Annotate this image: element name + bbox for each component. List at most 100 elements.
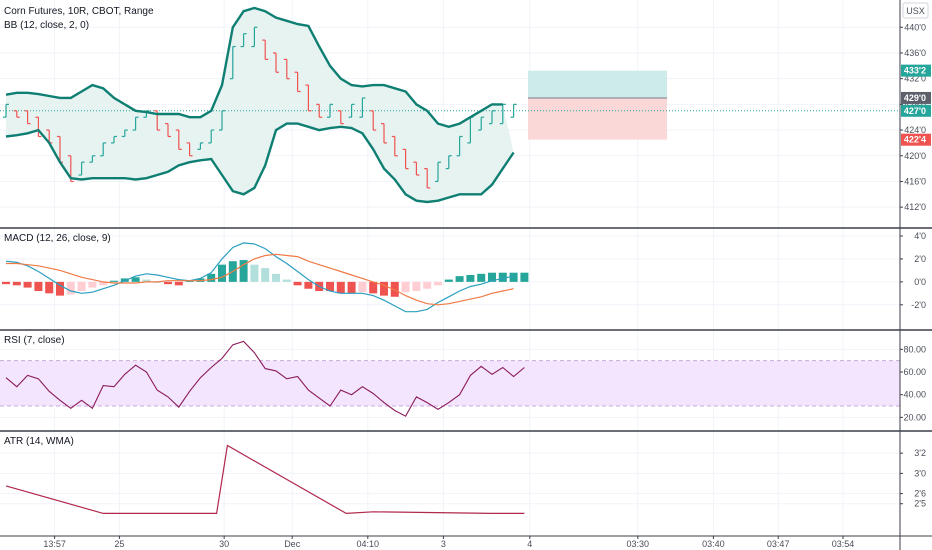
time-axis-label: 30 bbox=[219, 539, 229, 549]
price-tag: 422'4 bbox=[901, 133, 931, 146]
range-bar bbox=[402, 148, 409, 170]
range-bar bbox=[262, 39, 269, 60]
price-axis-label: 3'0 bbox=[914, 468, 926, 478]
range-bar bbox=[456, 135, 463, 157]
macd-histogram-bar bbox=[88, 281, 97, 288]
macd-histogram-bar bbox=[444, 279, 453, 282]
atr-pane[interactable] bbox=[5, 444, 525, 515]
time-axis-label: 03:40 bbox=[702, 539, 725, 549]
price-tag-label: 429'0 bbox=[904, 93, 926, 103]
macd-histogram-bar bbox=[520, 272, 529, 282]
time-axis-label: 3 bbox=[441, 539, 446, 549]
range-bar bbox=[510, 103, 517, 118]
price-axis[interactable]: 412'0 416'0 420'0 424'0 428'0 432'0 436'0 440'0… bbox=[900, 22, 926, 509]
price-tag: 427'0 bbox=[901, 104, 931, 117]
atr-legend[interactable]: ATR (14, WMA) bbox=[4, 436, 74, 447]
rsi-pane[interactable] bbox=[0, 340, 900, 417]
macd-histogram-bar bbox=[358, 281, 367, 293]
range-bar bbox=[121, 129, 128, 138]
price-tag-label: 433'2 bbox=[904, 66, 926, 76]
position-target-zone[interactable] bbox=[528, 70, 667, 98]
price-axis-label: 424'0 bbox=[904, 125, 926, 135]
range-bar bbox=[413, 161, 420, 176]
price-axis-label: 2'0 bbox=[914, 254, 926, 264]
macd-histogram-bar bbox=[110, 280, 118, 282]
symbol-title[interactable]: Corn Futures, 10R, CBOT, Range bbox=[4, 6, 154, 17]
range-bar bbox=[391, 135, 398, 157]
price-axis-label: 416'0 bbox=[904, 176, 926, 186]
macd-histogram-bar bbox=[455, 276, 464, 282]
macd-pane[interactable] bbox=[2, 242, 529, 313]
price-axis-label: 432'0 bbox=[904, 74, 926, 84]
price-tag-label: 422'4 bbox=[904, 135, 926, 145]
range-bar bbox=[478, 116, 485, 131]
range-bar bbox=[175, 129, 182, 150]
price-axis-label: 412'0 bbox=[904, 202, 926, 212]
time-axis-label: Dec bbox=[284, 539, 301, 549]
rsi-line bbox=[5, 340, 525, 417]
range-bar bbox=[208, 129, 215, 144]
range-bar bbox=[35, 116, 42, 138]
range-bar bbox=[337, 110, 344, 125]
macd-histogram-bar bbox=[477, 273, 486, 282]
range-bar bbox=[229, 45, 236, 80]
macd-histogram-bar bbox=[336, 281, 345, 294]
price-axis-label: 60.00 bbox=[903, 367, 926, 377]
range-bar bbox=[359, 97, 366, 118]
macd-histogram-bar bbox=[293, 281, 302, 286]
price-axis-label: 40.00 bbox=[903, 390, 926, 400]
macd-histogram-bar bbox=[412, 281, 421, 292]
macd-histogram-bar bbox=[498, 272, 507, 282]
price-axis-label: 428'0 bbox=[904, 99, 926, 109]
macd-histogram-bar bbox=[304, 281, 313, 289]
range-bar bbox=[273, 52, 279, 73]
macd-histogram-bar bbox=[509, 272, 518, 282]
rsi-legend[interactable]: RSI (7, close) bbox=[4, 335, 65, 346]
range-bar bbox=[424, 168, 431, 189]
range-bar bbox=[219, 110, 225, 131]
range-bar bbox=[186, 142, 193, 157]
macd-histogram-bar bbox=[423, 281, 432, 289]
macd-histogram-bar bbox=[401, 281, 410, 293]
price-axis-label: 440'0 bbox=[904, 22, 926, 32]
price-axis-label: 80.00 bbox=[903, 344, 926, 354]
macd-histogram-bar bbox=[488, 272, 496, 282]
price-axis-label: 2'5 bbox=[914, 499, 926, 509]
position-stop-zone[interactable] bbox=[528, 97, 667, 140]
macd-histogram-bar bbox=[23, 281, 32, 288]
macd-histogram-bar bbox=[261, 268, 270, 282]
macd-line bbox=[5, 242, 514, 313]
range-bar bbox=[251, 26, 258, 48]
currency-badge-label: USX bbox=[906, 6, 925, 16]
time-axis-label: 04:10 bbox=[357, 539, 380, 549]
time-axis-label: 03:30 bbox=[627, 539, 650, 549]
macd-histogram-bar bbox=[369, 281, 378, 294]
macd-histogram-bar bbox=[164, 281, 172, 285]
macd-legend[interactable]: MACD (12, 26, close, 9) bbox=[4, 233, 111, 244]
time-axis[interactable]: 13:57 25 30 Dec 04:10 3 4 03:30 03:40 03:47 03:54 bbox=[43, 536, 854, 549]
range-bar bbox=[445, 155, 452, 170]
macd-histogram-bar bbox=[272, 273, 280, 282]
macd-histogram-bar bbox=[142, 279, 151, 282]
range-bar bbox=[348, 103, 355, 118]
time-axis-label: 4 bbox=[527, 539, 532, 549]
time-axis-label: 25 bbox=[114, 539, 124, 549]
range-bar bbox=[197, 142, 204, 150]
price-tag: 433'2 bbox=[901, 64, 931, 77]
price-pane[interactable] bbox=[0, 6, 900, 204]
range-bars bbox=[3, 26, 517, 189]
range-bar bbox=[165, 123, 171, 138]
macd-histogram-bar bbox=[250, 264, 259, 282]
macd-histogram bbox=[2, 260, 529, 297]
bollinger-legend[interactable]: BB (12, close, 2, 0) bbox=[4, 20, 89, 31]
macd-histogram-bar bbox=[239, 260, 248, 282]
macd-histogram-bar bbox=[434, 281, 442, 286]
price-axis-label: 4'0 bbox=[914, 231, 926, 241]
bollinger-upper-band bbox=[5, 6, 503, 129]
currency-badge[interactable]: USX bbox=[902, 2, 929, 19]
macd-histogram-bar bbox=[174, 281, 183, 286]
price-axis-label: 3'2 bbox=[914, 448, 926, 458]
macd-histogram-bar bbox=[218, 264, 226, 282]
